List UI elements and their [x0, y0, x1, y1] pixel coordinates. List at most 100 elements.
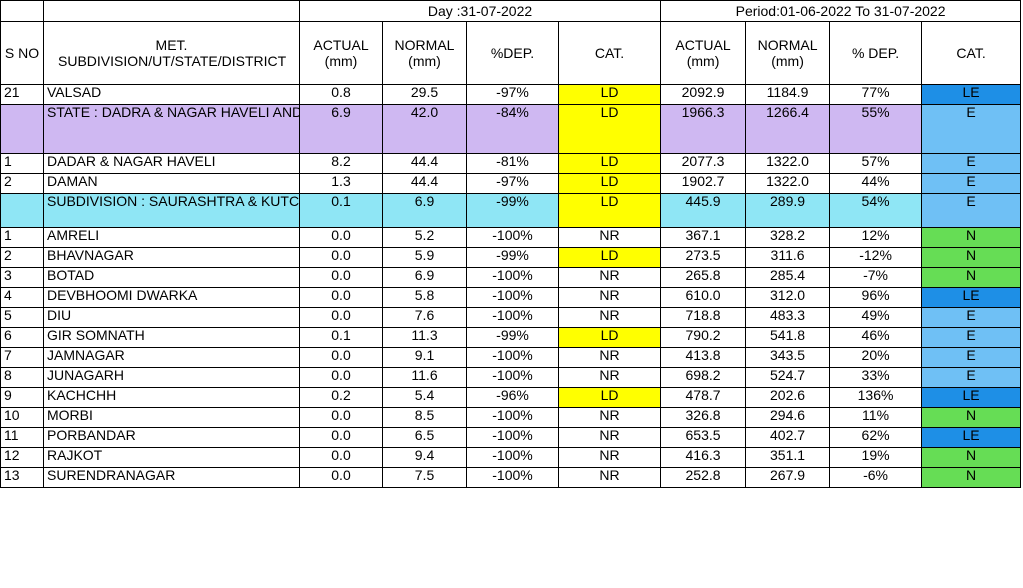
day-cat-cell: NR	[557, 287, 662, 308]
name-cell: PORBANDAR	[43, 427, 300, 448]
day-normal-cell: 11.6	[382, 367, 467, 388]
day-actual-cell: 0.0	[299, 447, 383, 468]
day-dep-cell: -81%	[466, 153, 559, 174]
day-cat-cell: LD	[557, 173, 662, 194]
period-cat-header: CAT.	[921, 21, 1022, 85]
period-normal-cell: 312.0	[745, 287, 831, 308]
period-actual-cell: 273.5	[660, 247, 747, 268]
table-row: SUBDIVISION : SAURASHTRA & KUTCH 0.1 6.9 -9…	[0, 193, 1022, 228]
period-normal-cell: 1184.9	[745, 84, 831, 105]
table-row: 1 DADAR & NAGAR HAVELI 8.2 44.4 -81% LD 2077.3…	[0, 153, 1022, 174]
sno-cell: 12	[0, 447, 44, 468]
period-cat-cell: E	[921, 367, 1022, 388]
period-actual-cell: 718.8	[660, 307, 747, 328]
period-actual-cell: 478.7	[660, 387, 747, 408]
sno-cell: 10	[0, 407, 44, 428]
sno-cell: 8	[0, 367, 44, 388]
day-actual-cell: 0.0	[299, 227, 383, 248]
period-cat-cell: E	[921, 104, 1022, 154]
period-dep-cell: 33%	[829, 367, 923, 388]
table-row: 13 SURENDRANAGAR 0.0 7.5 -100% NR 252.8 267.9 -6…	[0, 467, 1022, 488]
period-dep-cell: -6%	[829, 467, 923, 488]
period-normal-cell: 541.8	[745, 327, 831, 348]
period-actual-cell: 2092.9	[660, 84, 747, 105]
period-normal-cell: 294.6	[745, 407, 831, 428]
period-normal-cell: 483.3	[745, 307, 831, 328]
period-cat-cell: N	[921, 467, 1022, 488]
day-cat-cell: NR	[557, 267, 662, 288]
day-header: Day :31-07-2022	[298, 0, 662, 22]
day-normal-cell: 7.6	[382, 307, 467, 328]
day-actual-cell: 1.3	[299, 173, 383, 194]
day-actual-cell: 0.0	[299, 247, 383, 268]
day-actual-cell: 0.0	[299, 287, 383, 308]
period-dep-cell: 96%	[829, 287, 923, 308]
sno-cell: 5	[0, 307, 44, 328]
name-cell: SUBDIVISION : SAURASHTRA & KUTCH	[43, 193, 300, 228]
period-actual-cell: 698.2	[660, 367, 747, 388]
header-blank-sno	[0, 0, 44, 22]
table-row: 7 JAMNAGAR 0.0 9.1 -100% NR 413.8 343.5 20% E	[0, 347, 1022, 368]
day-actual-cell: 0.2	[299, 387, 383, 408]
day-actual-cell: 0.8	[299, 84, 383, 105]
day-actual-cell: 0.0	[299, 307, 383, 328]
name-cell: RAJKOT	[43, 447, 300, 468]
period-actual-cell: 265.8	[660, 267, 747, 288]
sno-header: S NO	[0, 21, 44, 85]
sno-cell: 13	[0, 467, 44, 488]
period-dep-cell: 54%	[829, 193, 923, 228]
period-actual-cell: 445.9	[660, 193, 747, 228]
sno-cell: 1	[0, 153, 44, 174]
day-cat-cell: LD	[557, 84, 662, 105]
period-cat-cell: N	[921, 227, 1022, 248]
table-row: 5 DIU 0.0 7.6 -100% NR 718.8 483.3 49% E	[0, 307, 1022, 328]
day-normal-cell: 6.5	[382, 427, 467, 448]
period-cat-cell: E	[921, 153, 1022, 174]
period-cat-cell: LE	[921, 427, 1022, 448]
day-normal-cell: 5.2	[382, 227, 467, 248]
period-dep-cell: 12%	[829, 227, 923, 248]
period-dep-cell: 19%	[829, 447, 923, 468]
period-cat-cell: E	[921, 173, 1022, 194]
period-normal-cell: 328.2	[745, 227, 831, 248]
period-normal-cell: 343.5	[745, 347, 831, 368]
day-dep-cell: -100%	[466, 367, 559, 388]
name-cell: JAMNAGAR	[43, 347, 300, 368]
day-actual-cell: 8.2	[299, 153, 383, 174]
period-dep-cell: 57%	[829, 153, 923, 174]
table-row: 3 BOTAD 0.0 6.9 -100% NR 265.8 285.4 -7% N	[0, 267, 1022, 288]
table-row: 9 KACHCHH 0.2 5.4 -96% LD 478.7 202.6 136% LE	[0, 387, 1022, 408]
day-dep-cell: -100%	[466, 307, 559, 328]
name-cell: KACHCHH	[43, 387, 300, 408]
header-row-dates: Day :31-07-2022 Period:01-06-2022 To 31-…	[0, 0, 1022, 22]
period-actual-cell: 2077.3	[660, 153, 747, 174]
day-cat-cell: LD	[557, 193, 662, 228]
day-cat-cell: LD	[557, 153, 662, 174]
day-cat-cell: NR	[557, 447, 662, 468]
name-cell: GIR SOMNATH	[43, 327, 300, 348]
day-dep-cell: -97%	[466, 84, 559, 105]
day-normal-cell: 6.9	[382, 193, 467, 228]
sno-cell: 3	[0, 267, 44, 288]
period-dep-cell: -12%	[829, 247, 923, 268]
day-actual-cell: 6.9	[299, 104, 383, 154]
period-dep-cell: 11%	[829, 407, 923, 428]
period-actual-cell: 413.8	[660, 347, 747, 368]
name-cell: VALSAD	[43, 84, 300, 105]
day-dep-cell: -100%	[466, 287, 559, 308]
day-normal-cell: 9.4	[382, 447, 467, 468]
day-actual-cell: 0.1	[299, 327, 383, 348]
period-actual-cell: 790.2	[660, 327, 747, 348]
period-dep-cell: 136%	[829, 387, 923, 408]
day-dep-cell: -97%	[466, 173, 559, 194]
period-actual-cell: 416.3	[660, 447, 747, 468]
sno-cell: 2	[0, 247, 44, 268]
sno-cell	[0, 104, 44, 154]
day-cat-header: CAT.	[557, 21, 662, 85]
period-dep-cell: 44%	[829, 173, 923, 194]
day-actual-header: ACTUAL (mm)	[299, 21, 383, 85]
day-dep-cell: -100%	[466, 227, 559, 248]
period-normal-cell: 267.9	[745, 467, 831, 488]
sno-cell: 9	[0, 387, 44, 408]
period-normal-cell: 524.7	[745, 367, 831, 388]
